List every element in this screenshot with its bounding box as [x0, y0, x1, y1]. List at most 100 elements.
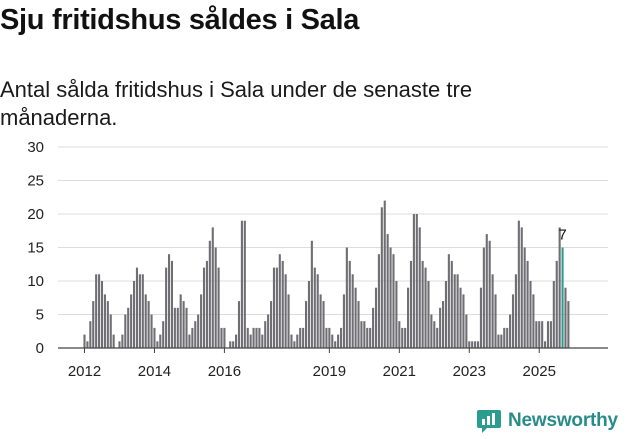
bar: [118, 341, 121, 348]
x-tick-label: 2025: [523, 363, 556, 380]
newsworthy-logo: Newsworthy: [476, 408, 618, 434]
bar: [377, 254, 380, 348]
bar: [200, 294, 203, 348]
bar: [159, 334, 162, 348]
bar: [89, 321, 92, 348]
bar: [351, 274, 354, 348]
bar: [299, 327, 302, 348]
bar: [555, 260, 558, 348]
bar: [194, 321, 197, 348]
bar: [179, 294, 182, 348]
bar: [532, 294, 535, 348]
bar: [310, 240, 313, 348]
bar: [407, 287, 410, 348]
bar: [456, 274, 459, 348]
bar: [462, 294, 465, 348]
bar: [270, 301, 273, 348]
bar: [357, 301, 360, 348]
bar: [138, 274, 141, 348]
bar: [229, 341, 232, 348]
bar: [150, 314, 153, 348]
bar: [287, 294, 290, 348]
y-tick-label: 20: [27, 206, 44, 223]
bar: [372, 307, 375, 348]
bar: [447, 254, 450, 348]
bar: [284, 274, 287, 348]
bar: [106, 301, 109, 348]
bar: [135, 267, 139, 348]
bar: [165, 267, 168, 348]
bar: [558, 227, 561, 348]
bar: [474, 341, 477, 348]
bar: [354, 287, 357, 348]
bar: [290, 334, 293, 348]
bar: [339, 327, 343, 348]
bar: [167, 254, 171, 348]
bar: [363, 321, 366, 348]
bar: [98, 274, 101, 348]
bar: [395, 281, 398, 348]
bar: [488, 240, 491, 348]
bar: [197, 314, 200, 348]
bar: [249, 334, 252, 348]
bar: [214, 247, 217, 348]
bar: [144, 294, 147, 348]
bar: [112, 334, 115, 348]
bar: [304, 301, 308, 348]
bar: [337, 334, 340, 348]
bar: [109, 314, 112, 348]
bar: [322, 301, 325, 348]
bar: [479, 287, 482, 348]
bar: [409, 260, 413, 348]
bar: [444, 281, 448, 348]
bar: [130, 294, 133, 348]
bar: [439, 307, 442, 348]
bar: [497, 334, 500, 348]
bar: [369, 327, 372, 348]
bar: [468, 341, 471, 348]
bar: [246, 327, 249, 348]
bar: [526, 260, 529, 348]
bar: [255, 327, 258, 348]
bar: [278, 254, 281, 348]
bar: [86, 341, 89, 348]
bar: [415, 214, 418, 348]
bar: [95, 274, 98, 348]
bar: [223, 327, 226, 348]
bar: [313, 267, 316, 348]
x-tick-label: 2014: [138, 363, 171, 380]
bar: [176, 307, 179, 348]
bar: [348, 260, 351, 348]
bar: [535, 321, 538, 348]
bar: [141, 274, 144, 348]
bar: [325, 327, 328, 348]
bar: [237, 301, 241, 348]
bar: [366, 327, 369, 348]
bar: [491, 274, 494, 348]
bar: [83, 334, 86, 348]
bar: [485, 234, 488, 348]
bar: [328, 327, 331, 348]
y-tick-label: 15: [27, 240, 44, 257]
bar: [552, 281, 555, 348]
bar: [205, 260, 208, 348]
bar: [564, 287, 567, 348]
chart-subtitle: Antal sålda fritidshus i Sala under de s…: [0, 77, 473, 130]
bar: [147, 301, 150, 348]
x-tick-label: 2019: [313, 363, 346, 380]
highlight-value-label: 7: [558, 227, 566, 244]
bar: [549, 321, 552, 348]
bar: [208, 240, 211, 348]
brand-name: Newsworthy: [508, 410, 618, 431]
bar: [360, 321, 363, 348]
bar: [529, 281, 532, 348]
bar: [258, 327, 261, 348]
bar: [427, 281, 430, 348]
bar: [170, 260, 173, 348]
bar: [421, 260, 424, 348]
bar: [185, 307, 188, 348]
bar: [514, 274, 517, 348]
bar: [92, 301, 95, 348]
bar: [383, 200, 386, 348]
y-tick-label: 5: [36, 307, 44, 324]
